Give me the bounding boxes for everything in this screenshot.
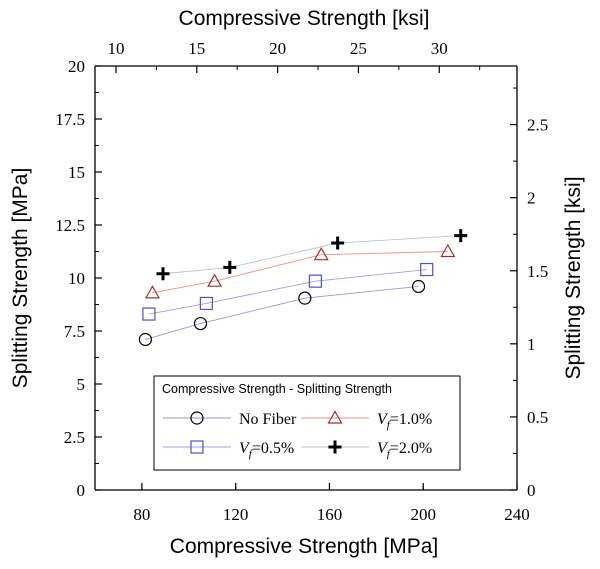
series-plus <box>156 229 468 281</box>
data-point <box>411 279 426 294</box>
data-point <box>420 262 434 277</box>
data-point <box>199 296 213 311</box>
top-x-tick-label: 30 <box>431 39 448 58</box>
series-triangle <box>144 243 456 299</box>
y-tick-label: 0 <box>77 481 86 500</box>
data-point <box>144 285 160 299</box>
y-axis-title: Splitting Strength [MPa] <box>9 168 32 389</box>
legend-label: Vf=2.0% <box>377 440 432 460</box>
series-circle <box>138 279 426 347</box>
legend-marker <box>190 440 204 454</box>
y-tick-label: 17.5 <box>55 110 85 129</box>
legend-item-square: Vf=0.5% <box>163 440 294 460</box>
x-tick-label: 160 <box>317 505 343 524</box>
right-y-tick-label: 1 <box>527 335 536 354</box>
series-line <box>152 251 448 294</box>
legend-label: No Fiber <box>239 411 297 428</box>
legend-item-circle: No Fiber <box>163 411 297 428</box>
data-point <box>156 267 170 281</box>
legend-item-triangle: Vf=1.0% <box>301 410 432 431</box>
legend-label: Vf=1.0% <box>377 411 432 431</box>
data-point <box>142 307 156 321</box>
series-square <box>142 262 434 321</box>
x-tick-label: 80 <box>133 505 150 524</box>
x-axis-title: Compressive Strength [MPa] <box>170 535 438 558</box>
series-layer <box>138 229 468 347</box>
y-tick-label: 7.5 <box>64 322 85 341</box>
x-tick-label: 120 <box>223 505 249 524</box>
right-y-tick-label: 2.5 <box>527 116 548 135</box>
data-point <box>138 332 153 347</box>
legend-marker <box>328 440 342 454</box>
data-point <box>193 316 208 331</box>
legend-marker <box>190 411 204 425</box>
legend: Compressive Strength - Splitting Strengt… <box>153 375 461 471</box>
top-x-tick-label: 10 <box>107 39 124 58</box>
legend-box <box>153 375 461 471</box>
data-point <box>454 229 468 243</box>
series-line <box>148 269 427 315</box>
x-tick-label: 200 <box>410 505 436 524</box>
data-point <box>207 273 223 287</box>
y-tick-label: 12.5 <box>55 216 85 235</box>
data-point <box>440 243 456 258</box>
y-tick-label: 20 <box>68 57 85 76</box>
top-x-tick-label: 20 <box>269 39 286 58</box>
top-x-tick-label: 15 <box>188 39 205 58</box>
legend-item-plus: Vf=2.0% <box>301 440 432 460</box>
right-y-tick-label: 2 <box>527 189 536 208</box>
top-x-tick-label: 25 <box>350 39 367 58</box>
data-point <box>313 246 329 261</box>
data-point <box>331 236 345 250</box>
y-tick-label: 10 <box>68 269 85 288</box>
x-tick-label: 240 <box>504 505 530 524</box>
y-tick-label: 2.5 <box>64 428 85 447</box>
right-y-tick-label: 1.5 <box>527 262 548 281</box>
series-line <box>162 235 461 275</box>
right-y-axis-title: Splitting Strength [ksi] <box>562 176 585 379</box>
top-x-axis-title: Compressive Strength [ksi] <box>179 7 430 30</box>
legend-marker <box>327 410 343 424</box>
legend-title: Compressive Strength - Splitting Strengt… <box>162 382 392 396</box>
data-point <box>223 260 237 274</box>
right-y-tick-label: 0.5 <box>527 408 548 427</box>
y-tick-label: 15 <box>68 163 85 182</box>
data-point <box>308 274 322 288</box>
legend-label: Vf=0.5% <box>239 440 294 460</box>
right-y-tick-label: 0 <box>527 481 536 500</box>
series-line <box>145 286 419 340</box>
y-tick-label: 5 <box>77 375 86 394</box>
data-point <box>298 291 312 305</box>
